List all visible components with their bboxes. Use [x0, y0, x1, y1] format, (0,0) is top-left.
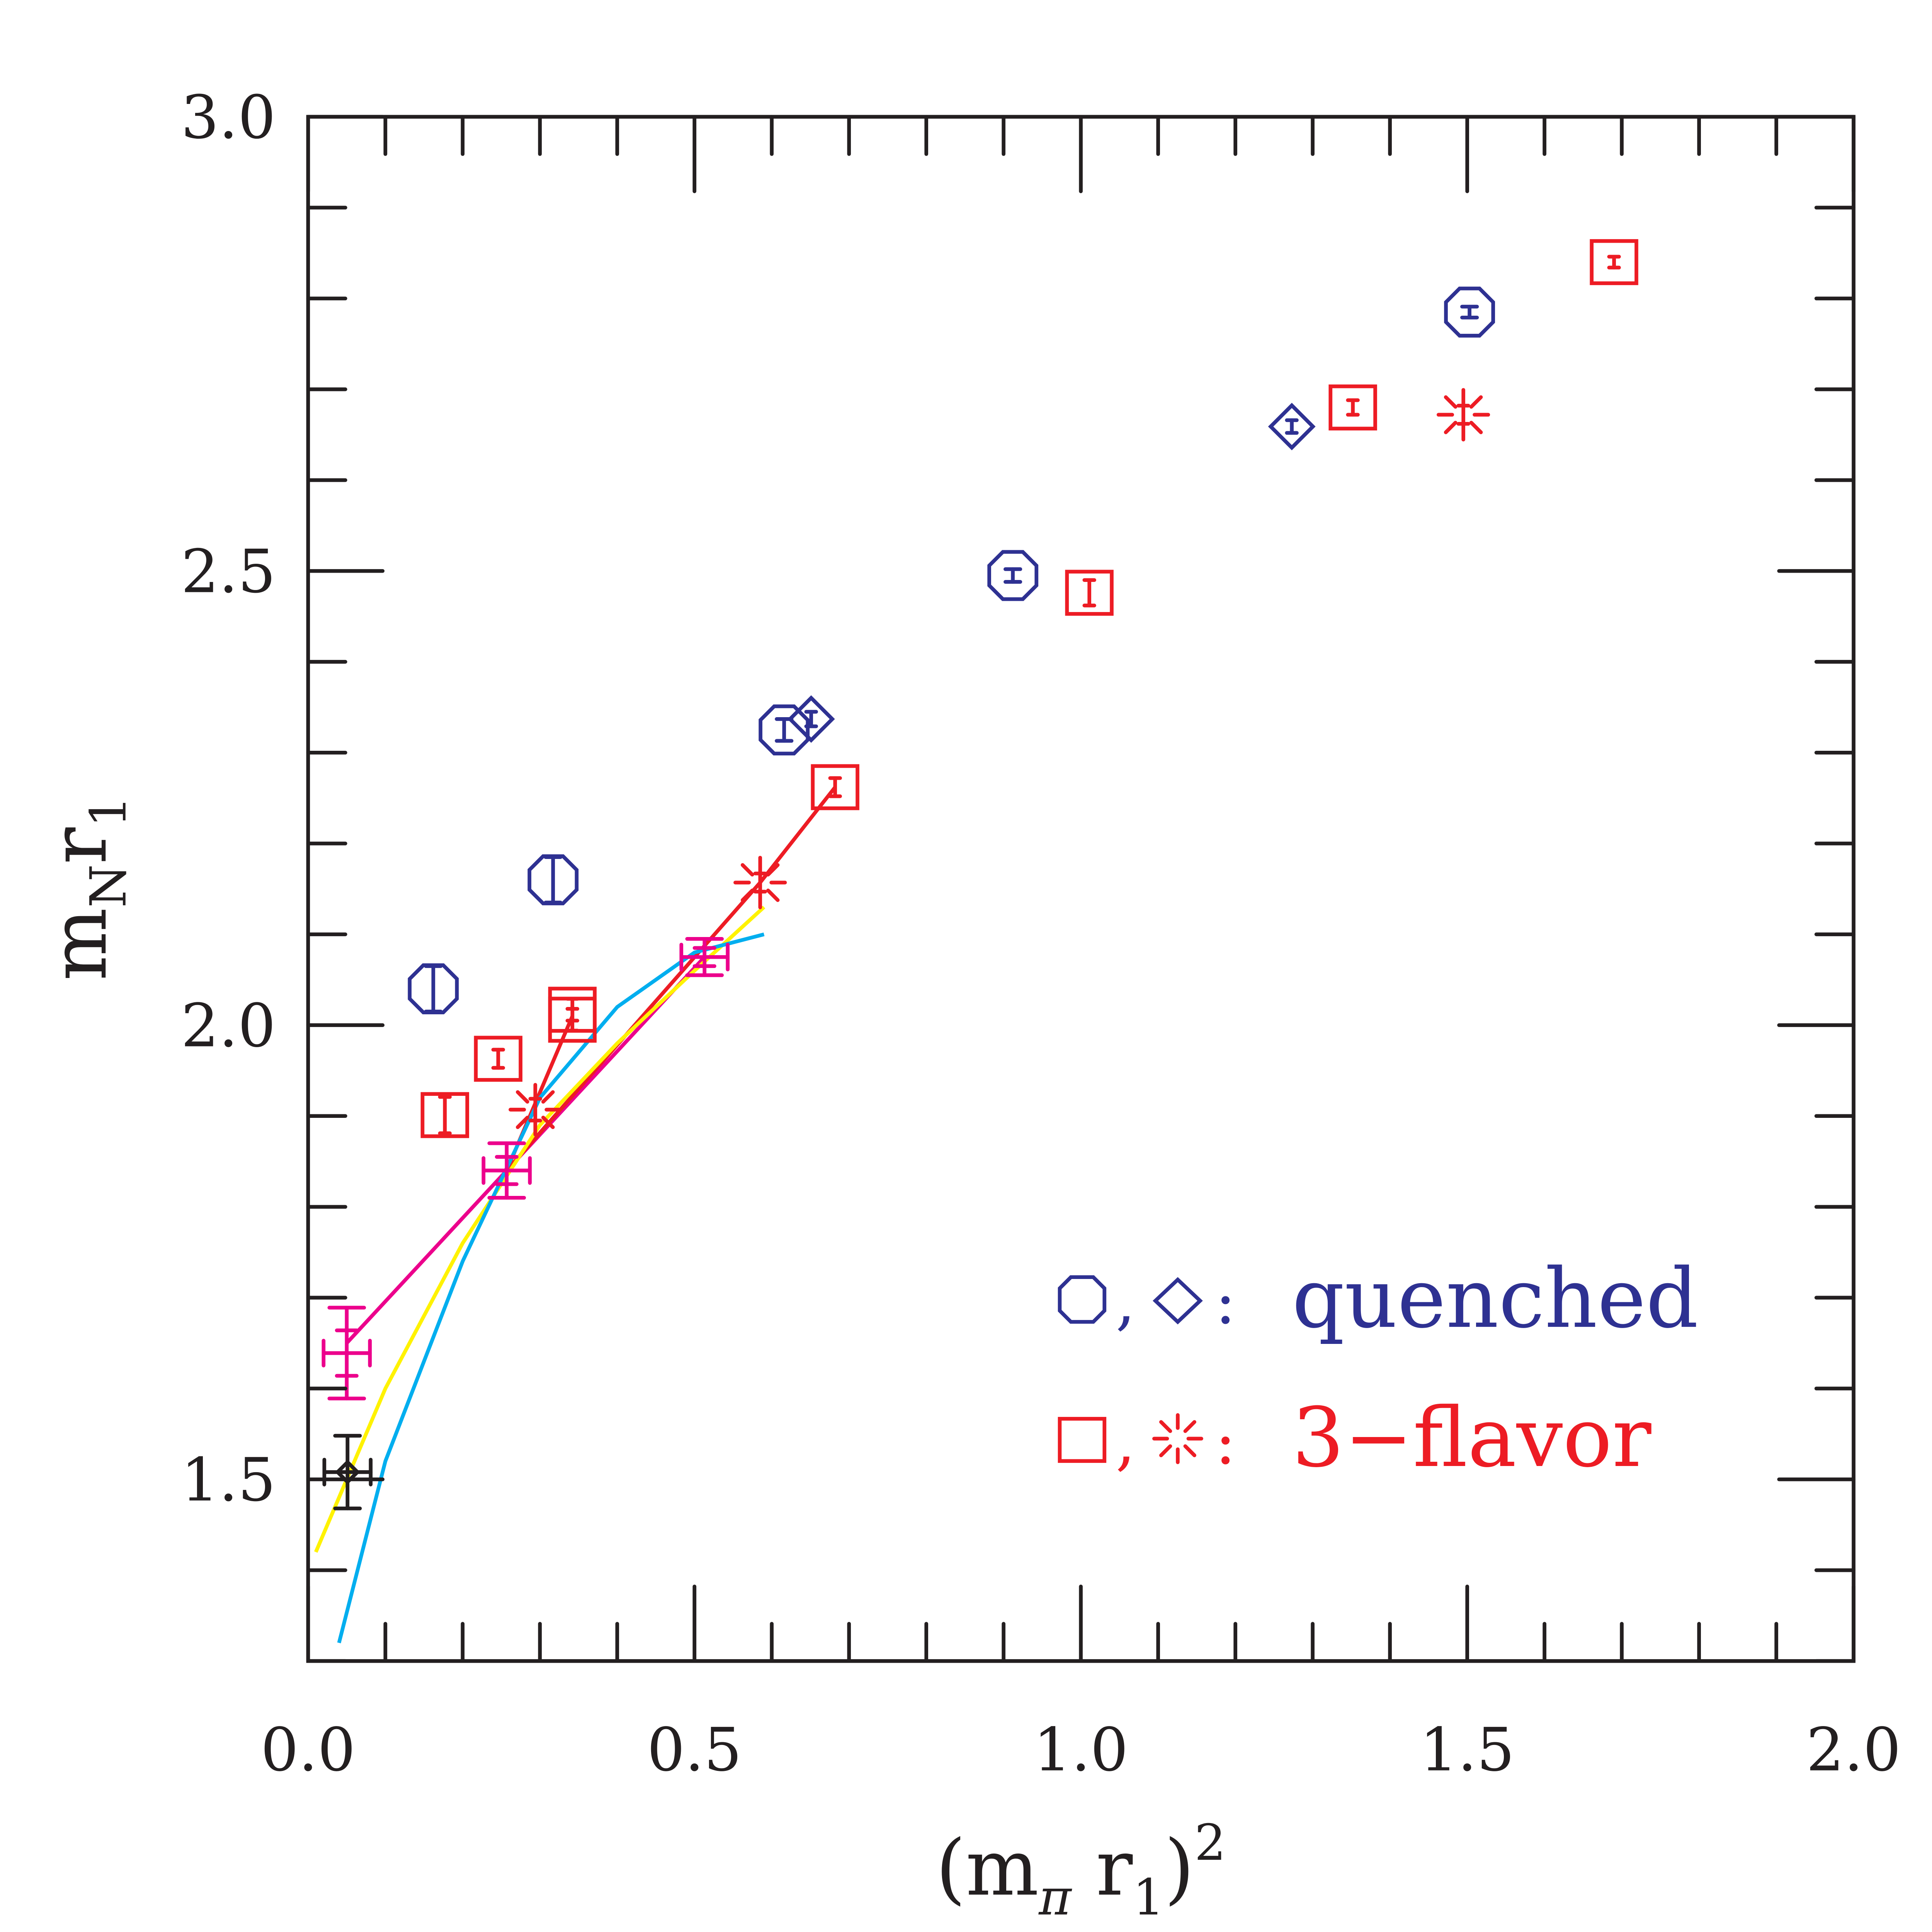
diamond-marker	[1268, 403, 1316, 451]
burst-ray	[541, 1116, 555, 1129]
square-marker	[811, 764, 859, 810]
octagon-point	[527, 854, 579, 905]
data-points	[321, 239, 1638, 1510]
burst-ray	[541, 1090, 555, 1104]
square-icon	[1058, 1417, 1107, 1463]
legend-label-3-flavor: 3−flavor	[1292, 1390, 1651, 1486]
fit-line	[505, 786, 837, 1172]
legend-colon: :	[1215, 1406, 1236, 1478]
square-marker	[1065, 570, 1114, 616]
legend-entry-3-flavor: , : 3−flavor	[1058, 1390, 1651, 1486]
square-point	[420, 1092, 469, 1138]
fit-line	[314, 905, 765, 1553]
y-tick-label: 2.0	[181, 992, 276, 1061]
square-point	[1590, 239, 1638, 285]
y-axis-label: mNr1	[34, 796, 137, 981]
diamond-icon	[1153, 1277, 1203, 1325]
octagon-point	[408, 963, 459, 1014]
small-diamond-point	[322, 1434, 373, 1510]
burst-point	[1437, 388, 1490, 442]
burst-ray	[516, 1116, 529, 1129]
legend-comma: ,	[1116, 1265, 1135, 1338]
x-axis-label: (mπ r1)2	[936, 1814, 1226, 1926]
burst-ray	[740, 863, 754, 877]
tick-labels: 0.0 0.5 1.0 1.5 2.0 1.5 2.0 2.5 3.0	[181, 83, 1901, 1785]
square-point	[548, 986, 597, 1033]
x-tick-label: 0.5	[647, 1716, 742, 1785]
diamond-point	[1268, 403, 1316, 451]
cross-point	[321, 1306, 372, 1401]
diamond-point	[787, 695, 835, 743]
octagon-marker	[1444, 286, 1495, 338]
legend-label-quenched: quenched	[1292, 1251, 1699, 1347]
y-tick-label: 1.5	[181, 1446, 276, 1515]
legend-colon: :	[1215, 1265, 1236, 1338]
square-marker	[1590, 239, 1638, 285]
square-marker	[1328, 384, 1377, 430]
burst-ray	[1183, 1444, 1197, 1458]
burst-ray	[1183, 1420, 1197, 1433]
burst-ray	[766, 888, 780, 902]
square-point	[1328, 384, 1377, 430]
burst-ray	[1444, 420, 1458, 434]
square-marker	[474, 1036, 523, 1082]
y-tick-label: 3.0	[181, 83, 276, 152]
burst-ray	[740, 888, 754, 902]
burst-ray	[1444, 395, 1458, 409]
x-tick-label: 1.0	[1034, 1716, 1128, 1785]
square-point	[811, 764, 859, 810]
burst-point	[509, 1083, 562, 1136]
x-tick-label: 0.0	[261, 1716, 355, 1785]
burst-ray	[1159, 1444, 1172, 1458]
burst-point	[733, 855, 787, 910]
cross-point	[679, 937, 730, 977]
x-tick-label: 2.0	[1806, 1716, 1901, 1785]
octagon-marker	[408, 963, 459, 1014]
square-point	[1065, 570, 1114, 616]
burst-ray	[516, 1090, 529, 1104]
square-marker	[548, 986, 597, 1033]
octagon-marker	[987, 550, 1039, 601]
octagon-marker	[527, 854, 579, 905]
axis-ticks	[306, 115, 1855, 1663]
legend: , : quenched , : 3−flavor	[1058, 1251, 1699, 1486]
fit-lines	[314, 786, 837, 1643]
burst-icon	[1152, 1413, 1203, 1464]
x-tick-label: 1.5	[1420, 1716, 1514, 1785]
burst-ray	[1469, 395, 1483, 409]
square-point	[474, 1036, 523, 1082]
burst-ray	[766, 863, 780, 877]
cross-point	[481, 1141, 532, 1200]
burst-ray	[1159, 1420, 1172, 1433]
burst-ray	[1469, 420, 1483, 434]
diamond-marker	[787, 695, 835, 743]
octagon-point	[1444, 286, 1495, 338]
legend-entry-quenched: , : quenched	[1058, 1251, 1699, 1347]
octagon-point	[987, 550, 1039, 601]
square-marker	[420, 1092, 469, 1138]
octagon-icon	[1058, 1275, 1107, 1324]
y-tick-label: 2.5	[181, 537, 276, 606]
legend-comma: ,	[1116, 1406, 1135, 1478]
